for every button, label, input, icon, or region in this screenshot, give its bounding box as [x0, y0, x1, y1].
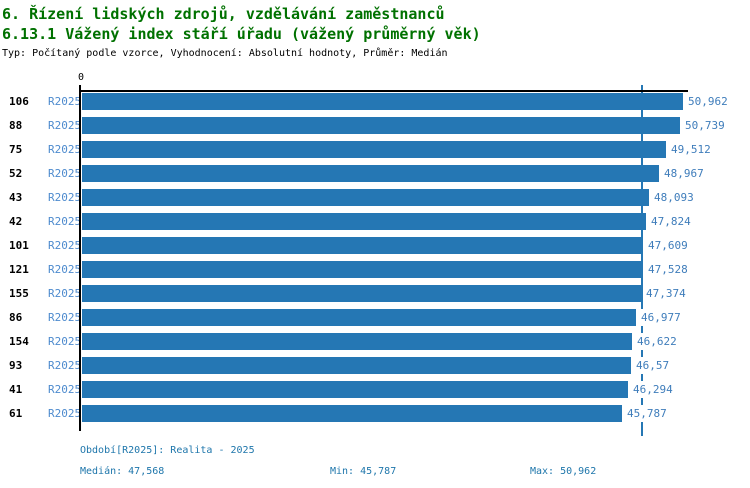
row-id-label: 43 — [9, 191, 23, 204]
bar — [82, 405, 622, 422]
bar-value-label: 47,609 — [645, 237, 691, 254]
x-axis-origin-label: 0 — [77, 72, 85, 83]
page-title: 6. Řízení lidských zdrojů, vzdělávání za… — [2, 5, 445, 23]
row-period-label: R2025 — [48, 143, 82, 156]
footer-median-stat: Medián: 47,568 — [80, 466, 165, 477]
row-period-label: R2025 — [48, 119, 82, 132]
chart-meta-line: Typ: Počítaný podle vzorce, Vyhodnocení:… — [2, 48, 448, 59]
bar-value-label: 47,528 — [645, 261, 691, 278]
bar — [82, 213, 646, 230]
bar-value-label: 46,294 — [630, 381, 676, 398]
bar — [82, 333, 632, 350]
bar — [82, 285, 641, 302]
bar-value-label: 47,824 — [648, 213, 694, 230]
median-line — [641, 85, 643, 436]
bar-value-label: 46,57 — [633, 357, 673, 374]
row-id-label: 155 — [9, 287, 29, 300]
row-period-label: R2025 — [48, 95, 82, 108]
row-period-label: R2025 — [48, 191, 82, 204]
footer-period-line: Období[R2025]: Realita - 2025 — [80, 445, 255, 456]
chart-subtitle: 6.13.1 Vážený index stáří úřadu (vážený … — [2, 25, 481, 43]
bar — [82, 165, 659, 182]
row-period-label: R2025 — [48, 239, 82, 252]
bar — [82, 117, 680, 134]
row-period-label: R2025 — [48, 335, 82, 348]
row-id-label: 75 — [9, 143, 23, 156]
bar — [82, 261, 643, 278]
row-id-label: 41 — [9, 383, 23, 396]
row-period-label: R2025 — [48, 215, 82, 228]
row-period-label: R2025 — [48, 383, 82, 396]
footer-min-stat: Min: 45,787 — [330, 466, 397, 477]
row-period-label: R2025 — [48, 359, 82, 372]
bar — [82, 141, 666, 158]
row-id-label: 154 — [9, 335, 29, 348]
row-period-label: R2025 — [48, 263, 82, 276]
bar-value-label: 45,787 — [624, 405, 670, 422]
row-id-label: 86 — [9, 311, 23, 324]
bar — [82, 189, 649, 206]
bar-value-label: 50,739 — [682, 117, 728, 134]
bar — [82, 309, 636, 326]
bar-value-label: 48,093 — [651, 189, 697, 206]
bar-value-label: 47,374 — [643, 285, 689, 302]
bar-value-label: 49,512 — [668, 141, 714, 158]
footer-max-stat: Max: 50,962 — [530, 466, 597, 477]
bar-value-label: 50,962 — [685, 93, 731, 110]
row-id-label: 93 — [9, 359, 23, 372]
bar — [82, 381, 628, 398]
row-id-label: 52 — [9, 167, 23, 180]
row-id-label: 101 — [9, 239, 29, 252]
x-axis-line — [79, 90, 688, 92]
y-axis-line — [79, 85, 81, 431]
bar-value-label: 46,977 — [638, 309, 684, 326]
bar-value-label: 46,622 — [634, 333, 680, 350]
bar — [82, 93, 683, 110]
bar — [82, 357, 631, 374]
bar-value-label: 48,967 — [661, 165, 707, 182]
row-id-label: 42 — [9, 215, 23, 228]
bar — [82, 237, 643, 254]
row-period-label: R2025 — [48, 287, 82, 300]
row-id-label: 88 — [9, 119, 23, 132]
row-period-label: R2025 — [48, 407, 82, 420]
row-id-label: 121 — [9, 263, 29, 276]
row-id-label: 61 — [9, 407, 23, 420]
row-id-label: 106 — [9, 95, 29, 108]
row-period-label: R2025 — [48, 167, 82, 180]
row-period-label: R2025 — [48, 311, 82, 324]
